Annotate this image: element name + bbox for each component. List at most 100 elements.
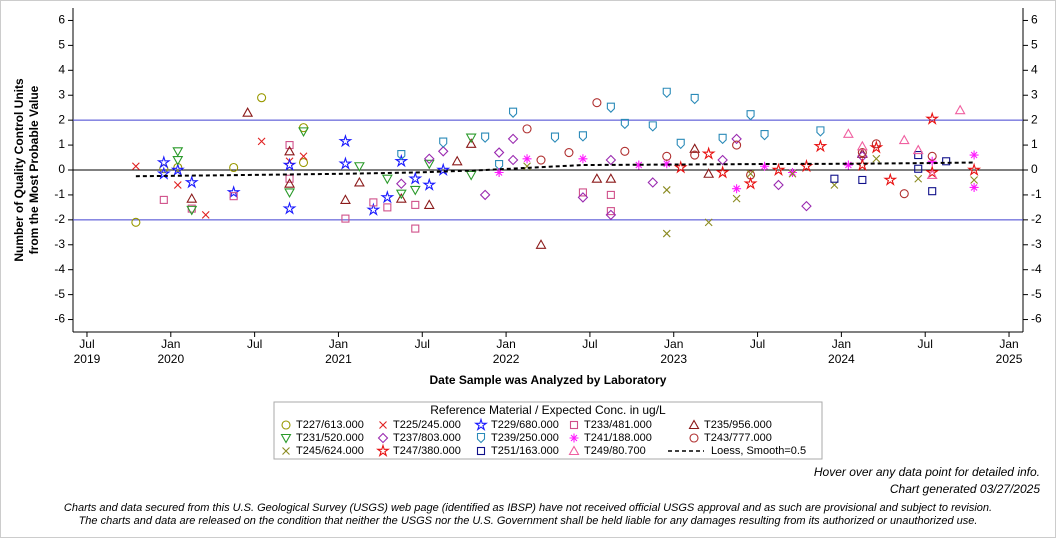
point	[172, 155, 184, 166]
x-tick-label: Jan	[161, 337, 180, 351]
point	[380, 190, 395, 204]
point	[760, 130, 769, 141]
point	[159, 195, 168, 204]
point	[479, 189, 491, 201]
point	[856, 140, 868, 151]
point	[605, 154, 617, 166]
point	[495, 159, 504, 171]
point	[788, 169, 797, 178]
x-tick-label: Jul	[918, 337, 933, 351]
y-axis-title: Number of Quality Control Units	[12, 78, 26, 262]
point	[408, 171, 423, 185]
point	[634, 160, 644, 170]
point	[411, 224, 420, 233]
legend-label: T247/380.000	[393, 445, 461, 457]
point	[954, 104, 966, 115]
point	[436, 162, 451, 176]
point	[743, 176, 758, 190]
point	[465, 170, 477, 181]
disclaimer: Charts and data secured from this U.S. G…	[64, 502, 992, 514]
point	[746, 169, 755, 178]
legend-label: T227/613.000	[296, 419, 364, 431]
x-axis-title: Date Sample was Analyzed by Laboratory	[430, 373, 667, 387]
point	[704, 218, 713, 227]
point	[690, 150, 700, 160]
point	[717, 154, 728, 166]
point	[773, 179, 784, 191]
point	[184, 175, 199, 189]
legend-label: T237/803.000	[393, 432, 461, 444]
point	[578, 131, 587, 142]
point	[869, 140, 884, 154]
point	[494, 167, 504, 177]
point	[201, 210, 210, 219]
point	[156, 155, 171, 169]
x-tick-label: Jul	[247, 337, 262, 351]
y2-tick-label: 1	[1031, 137, 1038, 151]
point	[522, 154, 532, 164]
legend-swatch	[569, 433, 579, 443]
point	[969, 182, 979, 192]
point	[366, 202, 381, 216]
point	[606, 190, 615, 199]
point	[423, 159, 435, 170]
legend-label: T233/481.000	[584, 419, 652, 431]
point	[341, 214, 350, 223]
point	[872, 154, 881, 163]
point	[422, 177, 437, 191]
point	[970, 176, 978, 184]
point	[927, 151, 937, 161]
point	[353, 176, 365, 187]
point	[732, 184, 742, 194]
x-tick-label: 2021	[325, 352, 352, 366]
y2-tick-label: 0	[1031, 162, 1038, 176]
x-tick-label: Jul	[750, 337, 765, 351]
point	[732, 194, 741, 203]
point	[465, 138, 477, 148]
legend-swatch	[282, 447, 290, 455]
y-tick-label: 3	[58, 87, 65, 101]
point	[284, 145, 295, 156]
point	[898, 134, 910, 145]
point	[229, 192, 238, 201]
y2-tick-label: 6	[1031, 13, 1038, 27]
point	[396, 178, 407, 189]
point	[338, 133, 353, 148]
point	[760, 161, 770, 171]
x-tick-label: Jul	[582, 337, 597, 351]
point	[353, 162, 365, 172]
x-tick-label: 2025	[996, 352, 1023, 366]
point	[395, 189, 407, 200]
legend-swatch	[379, 421, 387, 429]
y2-tick-label: 5	[1031, 38, 1038, 52]
point	[925, 165, 940, 179]
point	[969, 150, 979, 160]
point	[592, 98, 602, 108]
point	[481, 132, 490, 143]
point	[662, 159, 672, 169]
point	[942, 157, 951, 166]
point	[186, 193, 198, 203]
point	[676, 138, 685, 150]
point	[493, 147, 505, 158]
point	[257, 137, 266, 146]
point	[591, 173, 603, 183]
note: Hover over any data point for detailed i…	[814, 465, 1040, 479]
x-tick-label: Jan	[832, 337, 851, 351]
point	[715, 165, 730, 179]
point	[843, 160, 853, 170]
note: Chart generated 03/27/2025	[890, 482, 1040, 496]
point	[423, 153, 435, 165]
x-tick-label: 2019	[74, 352, 101, 366]
point	[383, 203, 392, 212]
point	[842, 128, 854, 138]
x-tick-label: 2020	[157, 352, 184, 366]
point	[926, 169, 938, 180]
y2-tick-label: -6	[1031, 312, 1042, 326]
point	[620, 146, 630, 156]
legend-swatch	[688, 419, 700, 430]
point	[535, 239, 547, 249]
legend-label: T235/956.000	[704, 419, 772, 431]
point	[605, 209, 617, 221]
point	[173, 181, 182, 189]
